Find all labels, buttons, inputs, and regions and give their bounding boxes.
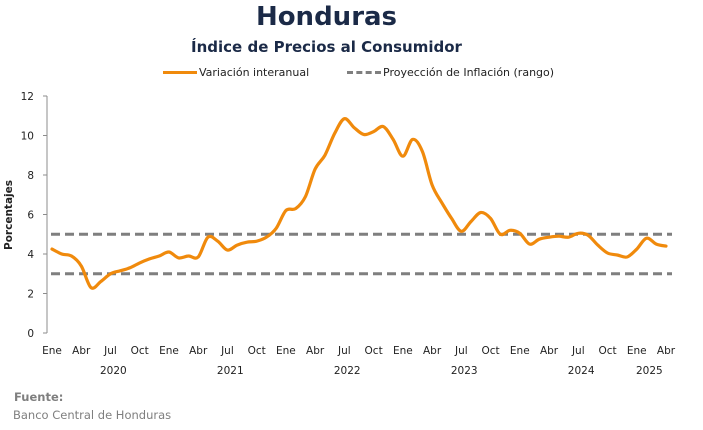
x-month-label: Abr: [72, 345, 91, 357]
x-month-label: Oct: [131, 345, 149, 357]
x-month-label: Abr: [189, 345, 208, 357]
y-tick-label: 6: [27, 210, 34, 222]
x-year-label: 2025: [636, 365, 663, 377]
series-line-variacion-interanual: [50, 117, 668, 290]
x-month-label: Jul: [103, 345, 117, 357]
x-month-label: Ene: [393, 345, 413, 357]
x-year-label: 2023: [451, 365, 478, 377]
x-month-label: Ene: [159, 345, 179, 357]
source-label: Fuente:: [14, 390, 64, 404]
y-axis-title: Porcentajes: [3, 180, 15, 250]
legend-swatch-solid: [163, 71, 197, 74]
y-tick-label: 4: [27, 249, 34, 261]
x-year-label: 2021: [217, 365, 244, 377]
y-axis: 0 2 4 6 8 10 12: [21, 91, 48, 340]
y-tick-label: 8: [27, 170, 34, 182]
x-month-label: Abr: [423, 345, 442, 357]
x-month-label: Ene: [276, 345, 296, 357]
x-month-label: Oct: [365, 345, 383, 357]
x-month-label: Jul: [571, 345, 585, 357]
legend-item-variacion: Variación interanual: [163, 66, 309, 79]
legend-label: Proyección de Inflación (rango): [383, 66, 555, 79]
x-month-label: Jul: [454, 345, 468, 357]
y-tick-label: 10: [21, 131, 34, 143]
x-axis: Ene Abr Jul Oct Ene Abr Jul Oct Ene Abr Jul Oct Ene A…: [42, 345, 676, 377]
projection-range-lines: [51, 232, 672, 276]
legend-label: Variación interanual: [199, 66, 310, 79]
y-tick-label: 12: [21, 91, 34, 103]
y-tick-label: 2: [27, 289, 34, 301]
x-year-label: 2024: [568, 365, 595, 377]
x-month-label: Oct: [248, 345, 266, 357]
series-layer: [50, 117, 668, 290]
x-year-label: 2022: [334, 365, 361, 377]
x-month-label: Jul: [220, 345, 234, 357]
chart-title: Honduras: [255, 2, 398, 32]
legend-item-proyeccion: Proyección de Inflación (rango): [347, 66, 554, 79]
legend-swatch-dashed: [347, 71, 381, 74]
source-text: Banco Central de Honduras: [13, 408, 172, 422]
x-month-label: Abr: [540, 345, 559, 357]
x-month-label: Oct: [598, 345, 616, 357]
x-month-label: Ene: [42, 345, 62, 357]
chart-subtitle: Índice de Precios al Consumidor: [191, 38, 462, 56]
x-month-label: Jul: [337, 345, 351, 357]
x-year-label: 2020: [100, 365, 127, 377]
x-month-label: Ene: [627, 345, 647, 357]
x-month-label: Ene: [510, 345, 530, 357]
x-month-label: Abr: [657, 345, 676, 357]
x-month-label: Abr: [306, 345, 325, 357]
x-month-label: Oct: [481, 345, 499, 357]
y-tick-label: 0: [27, 328, 34, 340]
